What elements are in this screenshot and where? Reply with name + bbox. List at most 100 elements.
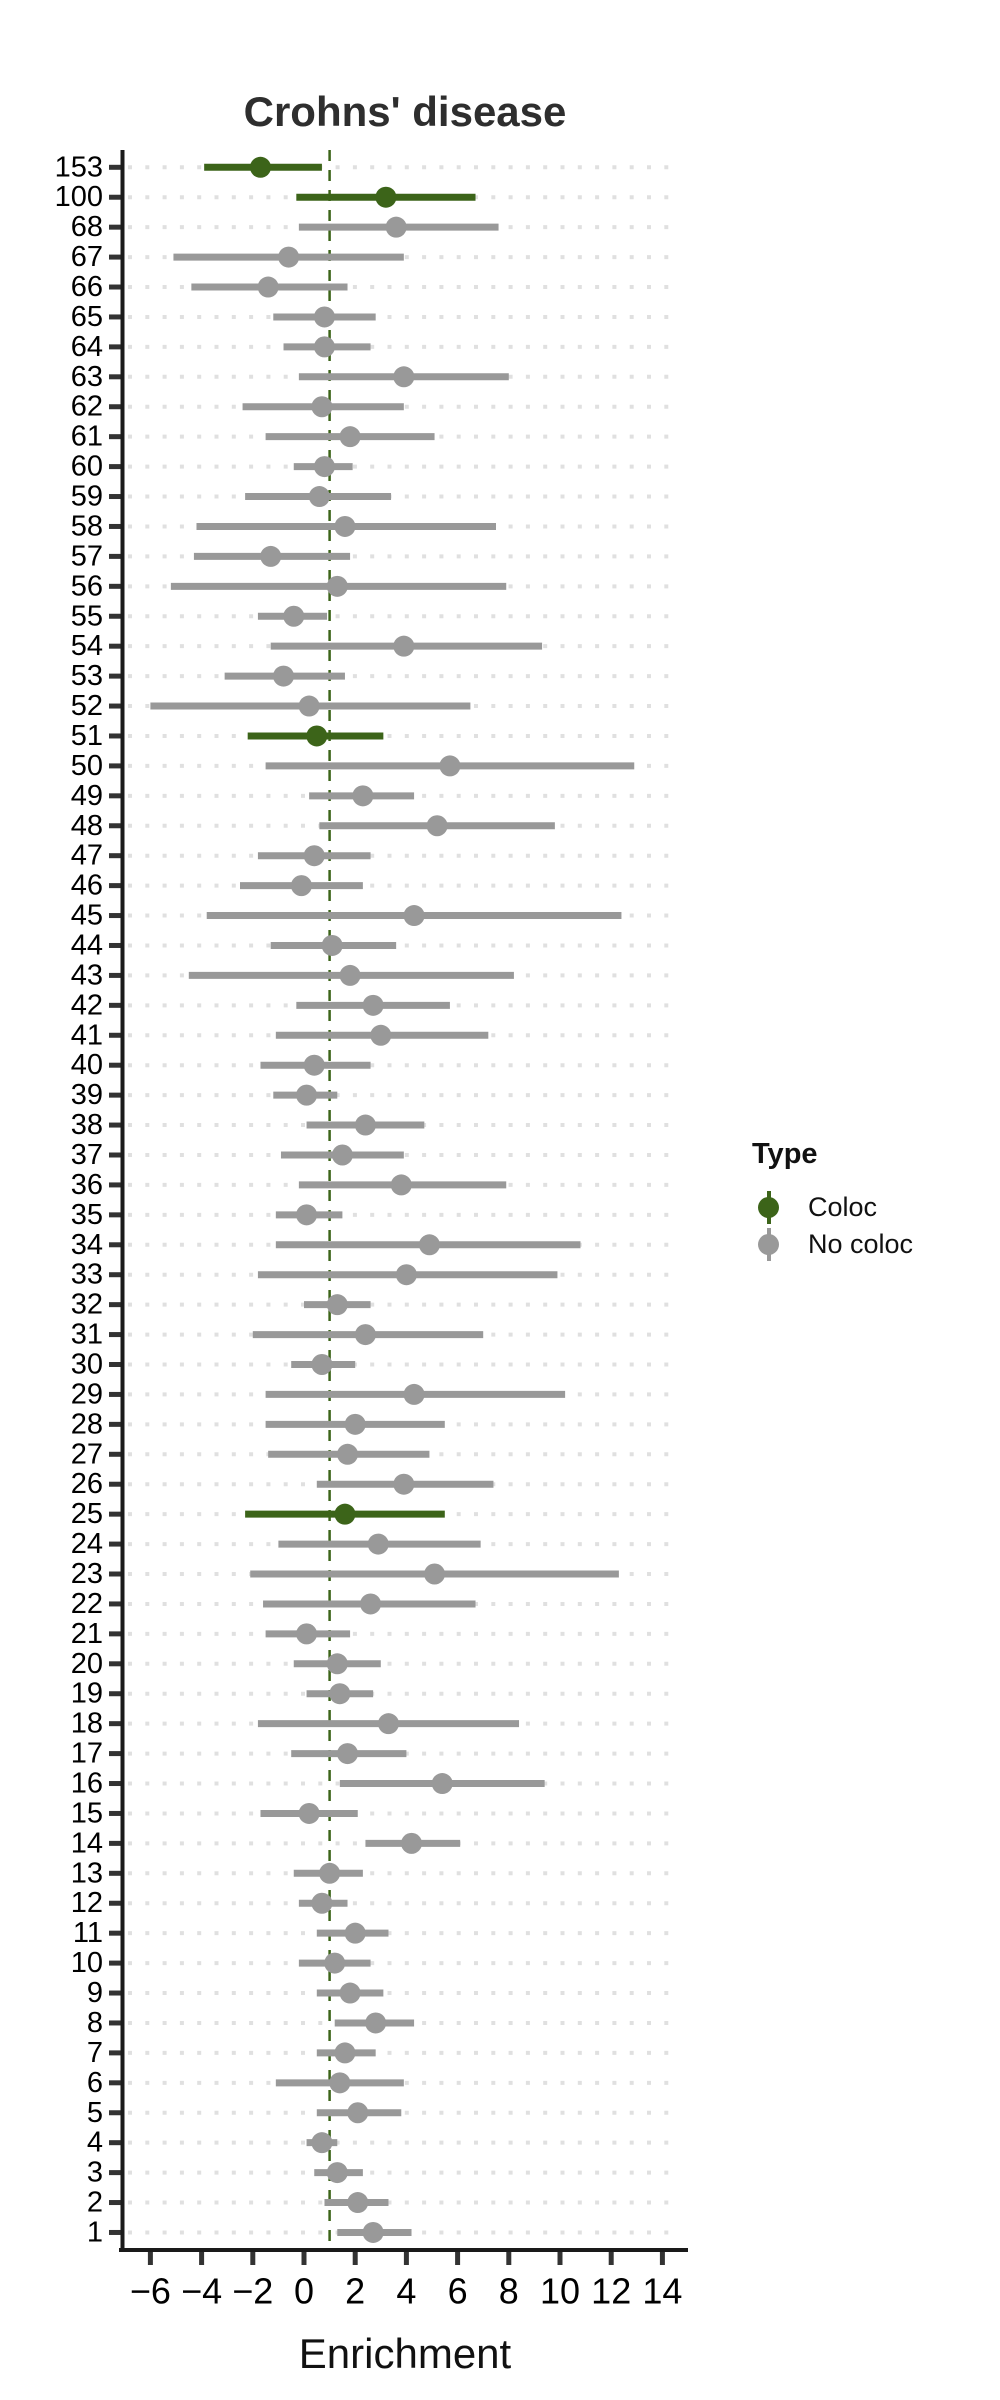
estimate-dot-24 xyxy=(367,1533,389,1555)
estimate-dot-54 xyxy=(393,635,415,657)
x-tick-label: −6 xyxy=(130,2271,171,2312)
estimate-dot-62 xyxy=(311,396,333,418)
estimate-dot-22 xyxy=(360,1593,382,1615)
estimate-dot-31 xyxy=(354,1324,376,1346)
estimate-dot-47 xyxy=(303,845,325,867)
estimate-dot-61 xyxy=(339,426,361,448)
y-tick-label: 26 xyxy=(71,1468,103,1500)
estimate-dot-36 xyxy=(390,1174,412,1196)
x-tick-label: 10 xyxy=(540,2271,580,2312)
estimate-dot-66 xyxy=(257,276,279,298)
y-tick-label: 19 xyxy=(71,1678,103,1710)
estimate-dot-25 xyxy=(334,1503,356,1525)
y-tick-label: 18 xyxy=(71,1708,103,1740)
y-tick-label: 1 xyxy=(87,2216,103,2248)
y-tick-label: 13 xyxy=(71,1857,103,1889)
x-axis-title: Enrichment xyxy=(298,2330,512,2377)
estimate-dot-9 xyxy=(339,1982,361,2004)
estimate-dot-35 xyxy=(296,1204,318,1226)
y-tick-label: 46 xyxy=(71,870,103,902)
estimate-dot-57 xyxy=(260,545,282,567)
legend-label-no-coloc: No coloc xyxy=(808,1229,914,1259)
estimate-dot-26 xyxy=(393,1473,415,1495)
x-tick-label: 8 xyxy=(499,2271,519,2312)
estimate-dot-15 xyxy=(298,1802,320,1824)
y-tick-label: 62 xyxy=(71,391,103,423)
estimate-dot-1 xyxy=(362,2221,384,2243)
no-coloc-pointrange-icon xyxy=(752,1226,786,1263)
estimate-dot-60 xyxy=(313,456,335,478)
estimate-dot-21 xyxy=(296,1623,318,1645)
estimate-dot-7 xyxy=(334,2042,356,2064)
y-tick-label: 14 xyxy=(71,1827,103,1859)
x-tick-label: 14 xyxy=(642,2271,682,2312)
x-tick-label: 6 xyxy=(448,2271,468,2312)
y-tick-label: 29 xyxy=(71,1378,103,1410)
y-tick-label: 31 xyxy=(71,1319,103,1351)
y-tick-label: 153 xyxy=(55,151,103,183)
y-tick-label: 68 xyxy=(71,211,103,243)
estimate-dot-8 xyxy=(365,2012,387,2034)
coloc-pointrange-icon xyxy=(752,1189,786,1226)
x-tick-label: 4 xyxy=(396,2271,416,2312)
legend-label-coloc: Coloc xyxy=(808,1192,878,1222)
estimate-dot-6 xyxy=(329,2072,351,2094)
estimate-dot-52 xyxy=(298,695,320,717)
y-tick-label: 21 xyxy=(71,1618,103,1650)
y-tick-label: 34 xyxy=(71,1229,103,1261)
estimate-dot-23 xyxy=(424,1563,446,1585)
estimate-dot-56 xyxy=(326,575,348,597)
y-tick-label: 40 xyxy=(71,1049,103,1081)
y-tick-label: 9 xyxy=(87,1977,103,2009)
estimate-dot-28 xyxy=(344,1413,366,1435)
estimate-dot-20 xyxy=(326,1653,348,1675)
estimate-dot-65 xyxy=(313,306,335,328)
estimate-dot-3 xyxy=(326,2162,348,2184)
estimate-dot-41 xyxy=(370,1024,392,1046)
y-tick-label: 43 xyxy=(71,959,103,991)
y-tick-label: 7 xyxy=(87,2037,103,2069)
y-tick-label: 56 xyxy=(71,570,103,602)
estimate-dot-30 xyxy=(311,1354,333,1375)
estimate-dot-5 xyxy=(347,2102,369,2124)
estimate-dot-48 xyxy=(426,815,448,837)
y-tick-label: 25 xyxy=(71,1498,103,1530)
estimate-dot-11 xyxy=(344,1922,366,1944)
estimate-dot-68 xyxy=(385,216,407,238)
estimate-dot-33 xyxy=(395,1264,417,1286)
y-tick-label: 53 xyxy=(71,660,103,692)
y-tick-label: 32 xyxy=(71,1289,103,1321)
y-tick-label: 10 xyxy=(71,1947,103,1979)
legend-title: Type xyxy=(752,1138,818,1170)
estimate-dot-10 xyxy=(324,1952,346,1974)
y-tick-label: 24 xyxy=(71,1528,103,1560)
y-tick-label: 57 xyxy=(71,540,103,572)
y-tick-label: 54 xyxy=(71,630,103,662)
y-tick-label: 66 xyxy=(71,271,103,303)
y-tick-label: 6 xyxy=(87,2067,103,2099)
y-tick-label: 44 xyxy=(71,929,103,961)
y-tick-label: 55 xyxy=(71,600,103,632)
estimate-dot-14 xyxy=(401,1832,423,1854)
y-tick-label: 61 xyxy=(71,421,103,453)
estimate-dot-37 xyxy=(331,1144,353,1166)
estimate-dot-27 xyxy=(337,1443,359,1465)
y-tick-label: 27 xyxy=(71,1438,103,1470)
estimate-dot-43 xyxy=(339,964,361,986)
y-tick-label: 67 xyxy=(71,241,103,273)
estimate-dot-40 xyxy=(303,1054,325,1076)
estimate-dot-12 xyxy=(311,1892,333,1914)
y-tick-label: 50 xyxy=(71,750,103,782)
estimate-dot-46 xyxy=(290,875,312,897)
estimate-dot-51 xyxy=(306,725,328,747)
y-tick-label: 42 xyxy=(71,989,103,1021)
y-tick-label: 12 xyxy=(71,1887,103,1919)
estimate-dot-67 xyxy=(278,246,300,268)
estimate-dot-19 xyxy=(329,1683,351,1705)
y-tick-label: 38 xyxy=(71,1109,103,1141)
y-tick-label: 30 xyxy=(71,1349,103,1381)
estimate-dot-63 xyxy=(393,366,415,388)
estimate-dot-44 xyxy=(321,934,343,956)
